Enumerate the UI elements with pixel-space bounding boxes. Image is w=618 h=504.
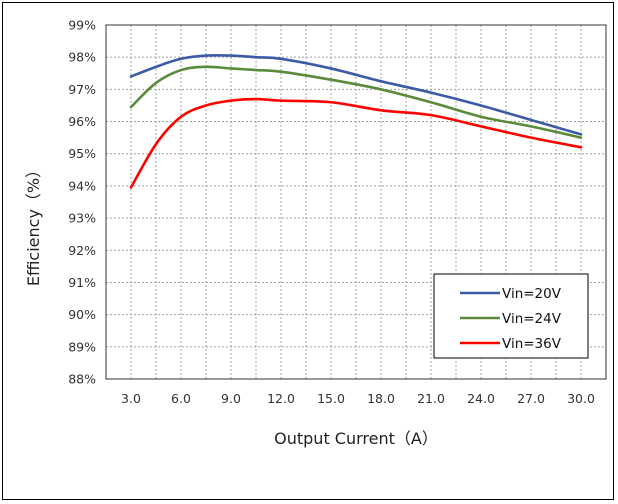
y-tick-label: 92% (68, 243, 96, 258)
legend-box (433, 273, 589, 359)
x-tick-label: 27.0 (517, 391, 545, 406)
y-axis-label: Efficiency（%） (24, 162, 43, 286)
x-tick-label: 21.0 (417, 391, 445, 406)
y-tick-label: 94% (68, 178, 96, 193)
y-tick-label: 99% (68, 18, 96, 33)
x-tick-label: 12.0 (267, 391, 295, 406)
x-tick-label: 24.0 (467, 391, 495, 406)
plot-area (105, 24, 607, 380)
y-tick-label: 88% (68, 372, 96, 387)
legend-label-3: Vin=36V (502, 336, 562, 352)
x-tick-label: 6.0 (171, 391, 191, 406)
y-tick-label: 91% (68, 275, 96, 290)
x-tick-label: 30.0 (567, 391, 595, 406)
y-tick-label: 89% (68, 339, 96, 354)
series-lines (129, 53, 583, 189)
x-tick-label: 15.0 (317, 391, 345, 406)
y-tick-label: 96% (68, 114, 96, 129)
series-line-1 (129, 53, 583, 136)
x-tick-label: 9.0 (221, 391, 241, 406)
legend: Vin=20V Vin=24V Vin=36V (433, 273, 589, 359)
y-tick-label: 95% (68, 146, 96, 161)
y-tick-label: 98% (68, 50, 96, 65)
series-line-2 (129, 65, 583, 139)
legend-label-1: Vin=20V (502, 286, 562, 302)
y-tick-label: 90% (68, 307, 96, 322)
x-tick-label: 18.0 (367, 391, 395, 406)
x-axis-label: Output Current（A） (274, 429, 438, 448)
x-axis-ticks: 3.0 6.0 9.0 12.0 15.0 18.0 21.0 24.0 27.0 30.0 (121, 391, 595, 406)
series-line-3 (129, 97, 583, 189)
y-tick-label: 97% (68, 82, 96, 97)
legend-items: Vin=20V Vin=24V Vin=36V (460, 286, 562, 352)
legend-label-2: Vin=24V (502, 311, 562, 327)
x-tick-label: 3.0 (121, 391, 141, 406)
y-axis-ticks: 88% 89% 90% 91% 92% 93% 94% 95% 96% 97% 98% 99% (68, 18, 96, 387)
chart-frame (2, 2, 614, 500)
y-tick-label: 93% (68, 211, 96, 226)
